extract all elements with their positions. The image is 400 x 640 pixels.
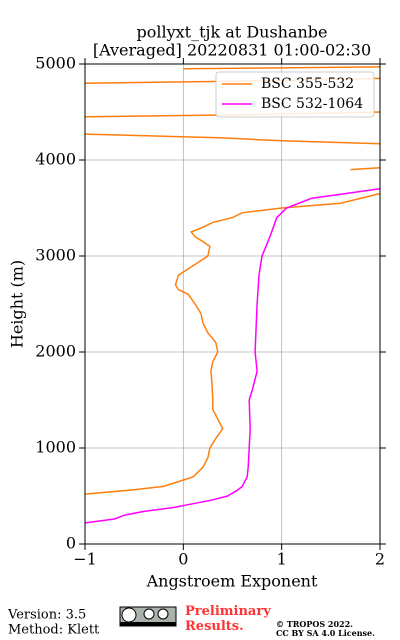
by-icon (143, 608, 155, 620)
x-tick-label: 2 (375, 550, 385, 569)
status: Preliminary Results. (185, 604, 271, 634)
legend-label: BSC 532-1064 (261, 96, 363, 112)
footer: Version: 3.5 Method: Klett Preliminary Re… (7, 604, 375, 639)
y-tick-label: 4000 (35, 150, 76, 169)
cc-icon (121, 607, 137, 623)
x-tick-label: 0 (178, 550, 188, 569)
series-line (85, 66, 380, 495)
copyright: © TROPOS 2022. (276, 619, 353, 629)
series-line (85, 188, 380, 524)
x-tick-label: 1 (277, 550, 287, 569)
license: CC BY SA 4.0 License. (276, 628, 375, 638)
sa-icon (157, 608, 169, 620)
chart-title: pollyxt_tjk at Dushanbe (136, 23, 327, 42)
legend: BSC 355-532 BSC 532-1064 (215, 71, 375, 118)
cc-badge-strip (120, 622, 176, 626)
x-tick-label: −1 (73, 550, 97, 569)
method: Method: Klett (8, 623, 100, 638)
x-axis-label: Angstroem Exponent (146, 572, 318, 591)
version: Version: 3.5 (7, 608, 86, 623)
y-tick-label: 5000 (35, 54, 76, 73)
legend-label: BSC 355-532 (261, 76, 354, 92)
legend-box (215, 71, 375, 118)
plot-lines (85, 66, 380, 524)
y-tick-label: 1000 (35, 438, 76, 457)
y-axis-label: Height (m) (8, 260, 27, 348)
y-tick-label: 0 (66, 534, 76, 553)
y-tick-label: 3000 (35, 246, 76, 265)
chart-title: [Averaged] 20220831 01:00-02:30 (93, 41, 371, 60)
y-tick-label: 2000 (35, 342, 76, 361)
plot-frame (84, 63, 381, 545)
